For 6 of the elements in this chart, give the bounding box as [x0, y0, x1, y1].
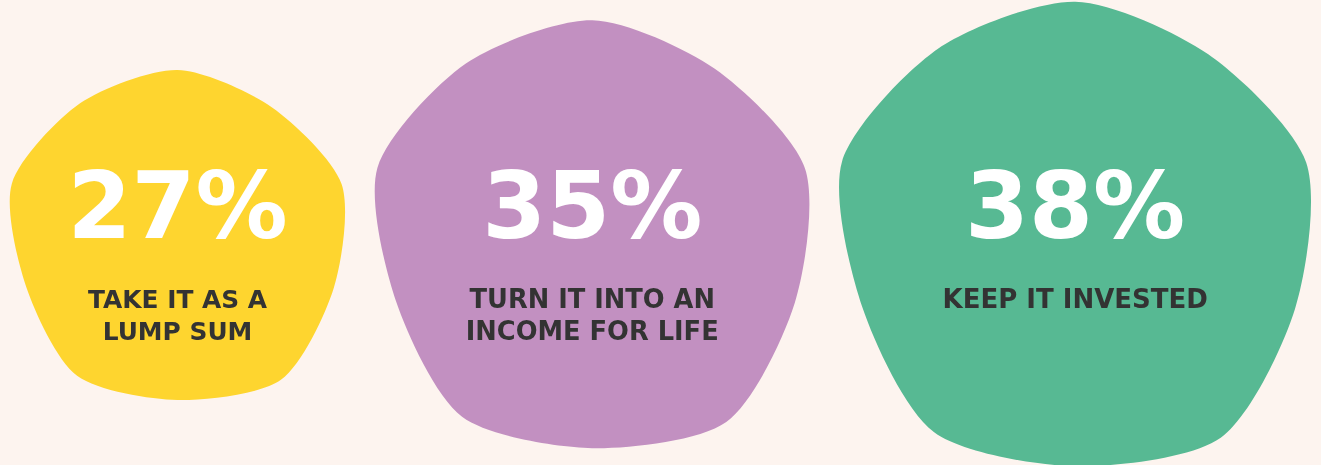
data-label: 38%: [965, 152, 1186, 260]
category-label: TAKE IT AS A LUMP SUM: [88, 284, 268, 346]
category-label: KEEP IT INVESTED: [942, 283, 1208, 314]
data-label: 27%: [67, 152, 288, 260]
data-label: 35%: [482, 152, 703, 260]
category-label: TURN IT INTO AN INCOME FOR LIFE: [465, 283, 719, 346]
